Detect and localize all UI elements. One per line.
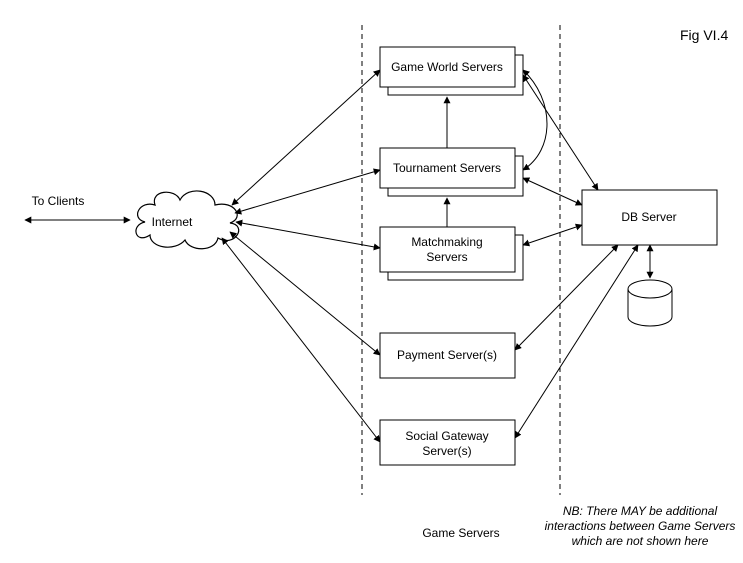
figure-title: Fig VI.4: [680, 27, 728, 43]
architecture-diagram: Fig VI.4 Game Servers To Clients Interne…: [0, 0, 743, 563]
edge-internet-gameworld: [232, 70, 380, 205]
edge-matchmaking-db: [523, 225, 582, 245]
node-matchmaking-label2: Servers: [426, 250, 467, 264]
node-game-world-label: Game World Servers: [391, 60, 503, 74]
node-payment-server: Payment Server(s): [380, 333, 515, 378]
node-payment-label: Payment Server(s): [397, 348, 497, 362]
node-tournament-servers: Tournament Servers: [380, 148, 523, 196]
note-line3: which are not shown here: [572, 534, 709, 548]
node-db-server: DB Server: [582, 190, 717, 245]
edge-internet-matchmaking: [236, 222, 380, 248]
edge-social-db: [515, 245, 638, 438]
note-line1: NB: There MAY be additional: [563, 504, 718, 518]
note-line2: interactions between Game Servers: [545, 519, 736, 533]
node-social-gateway-server: Social Gateway Server(s): [380, 420, 515, 465]
node-game-world-servers: Game World Servers: [380, 47, 523, 95]
section-label-game-servers: Game Servers: [422, 526, 499, 540]
node-social-label2: Server(s): [422, 444, 471, 458]
edge-tournament-gameworld-curve: [523, 70, 547, 170]
node-tournament-label: Tournament Servers: [393, 161, 501, 175]
node-matchmaking-servers: Matchmaking Servers: [380, 227, 523, 280]
node-social-label1: Social Gateway: [405, 429, 488, 443]
internet-label: Internet: [152, 215, 193, 229]
edge-payment-db: [515, 245, 618, 350]
edge-internet-social: [222, 238, 380, 442]
node-matchmaking-label1: Matchmaking: [411, 235, 482, 249]
node-db-label: DB Server: [621, 210, 676, 224]
edge-internet-payment: [230, 232, 380, 355]
edge-internet-tournament: [235, 170, 380, 213]
database-cylinder-icon: [628, 280, 672, 326]
edge-tournament-db: [523, 178, 582, 205]
label-to-clients: To Clients: [32, 194, 85, 208]
